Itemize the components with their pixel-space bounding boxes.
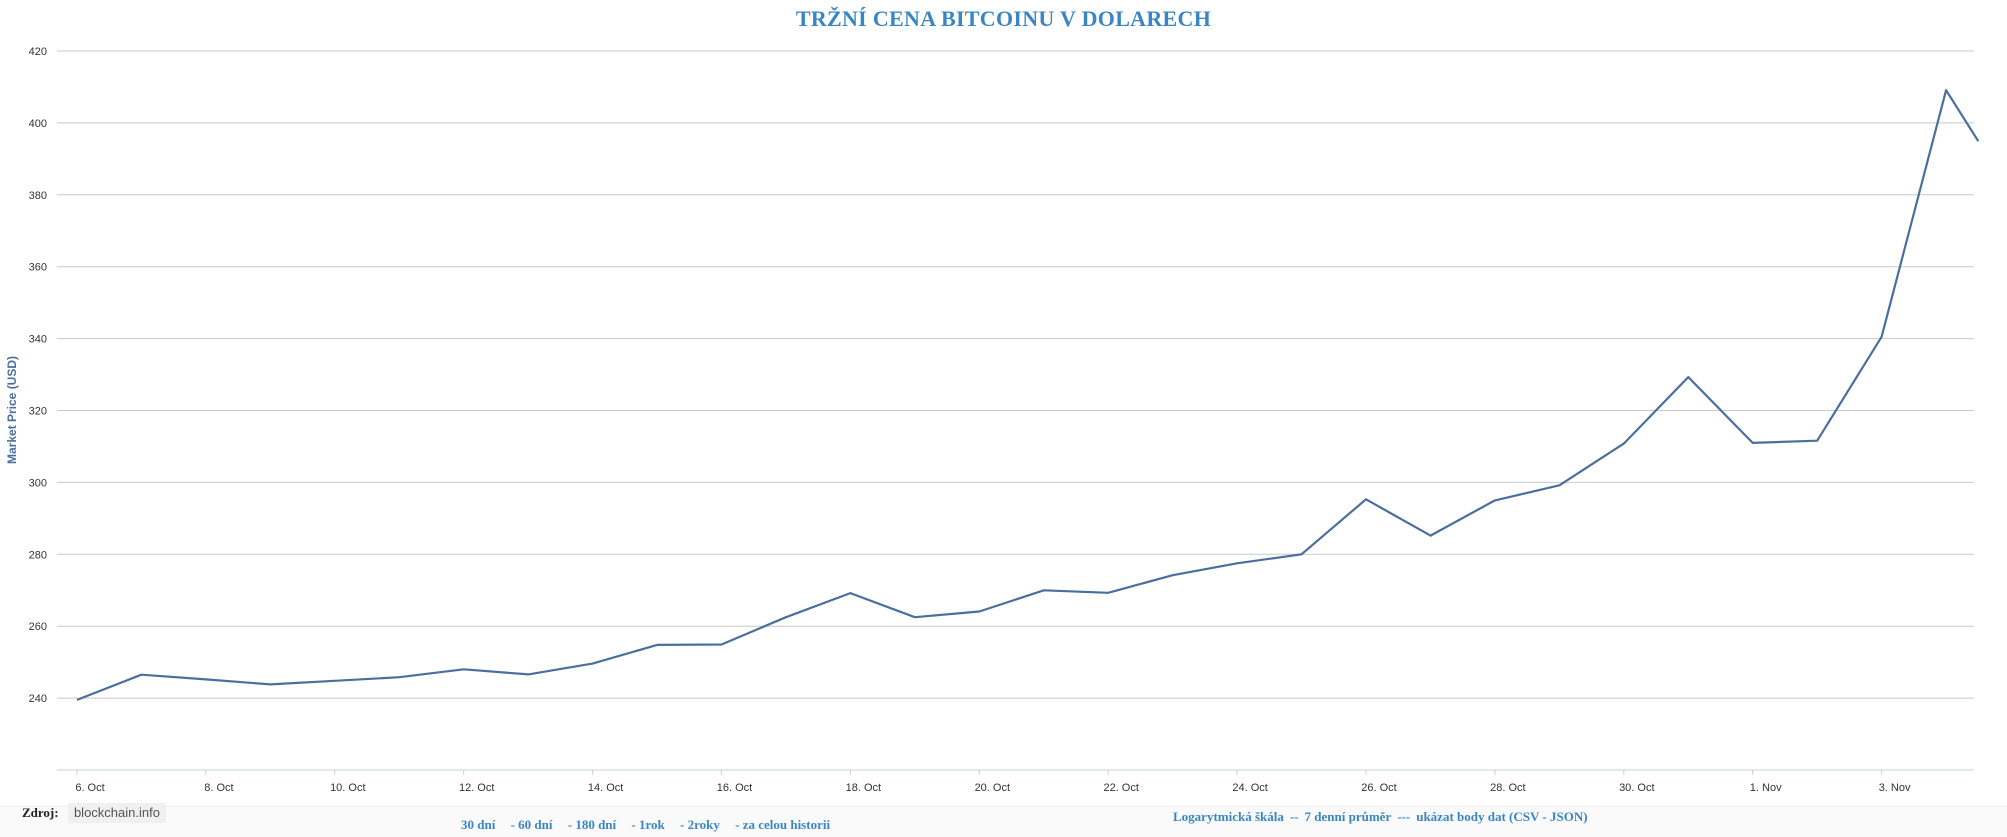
y-axis-label: Market Price (USD): [5, 356, 19, 464]
y-tick-label: 340: [29, 334, 47, 346]
x-tick-label: 28. Oct: [1490, 782, 1525, 794]
x-tick-label: 6. Oct: [75, 782, 104, 794]
x-tick-label: 8. Oct: [204, 782, 233, 794]
x-tick-label: 30. Oct: [1619, 782, 1654, 794]
y-axis: 240 260 280 300 320 340 360 380 400 420: [29, 46, 47, 705]
x-tick-label: 1. Nov: [1750, 782, 1782, 794]
x-tick-label: 16. Oct: [717, 782, 752, 794]
show-data-points-link[interactable]: ukázat body dat (CSV - JSON): [1416, 809, 1588, 824]
x-tick-label: 26. Oct: [1361, 782, 1396, 794]
series-lines: [76, 89, 1980, 701]
x-tick-label: 14. Oct: [588, 782, 623, 794]
seven-day-average-link[interactable]: 7 denní průměr: [1304, 809, 1392, 824]
source-label: Zdroj:: [22, 805, 59, 820]
x-tick-label: 12. Oct: [459, 782, 494, 794]
y-tick-label: 360: [29, 262, 47, 274]
range-30-days-link[interactable]: 30 dní: [461, 817, 496, 832]
log-scale-link[interactable]: Logarytmická škála: [1173, 809, 1284, 824]
line-chart: 240 260 280 300 320 340 360 380 400 420 6. Oct 8. …: [5, 46, 1980, 794]
range-2-years-link[interactable]: - 2roky: [680, 817, 720, 832]
range-1-year-link[interactable]: - 1rok: [631, 817, 665, 832]
source-credit: Zdroj: blockchain.info: [22, 803, 166, 823]
gridlines: [57, 50, 1974, 699]
y-tick-label: 420: [29, 46, 47, 58]
x-tick-label: 20. Oct: [975, 782, 1010, 794]
range-180-days-link[interactable]: - 180 dní: [567, 817, 617, 832]
series-line: [76, 89, 1980, 701]
option-separator: ---: [1397, 809, 1411, 824]
y-tick-label: 260: [29, 621, 47, 633]
y-tick-label: 300: [29, 477, 47, 489]
x-tick-label: 10. Oct: [330, 782, 365, 794]
chart-options-links: Logarytmická škála -- 7 denní průměr --- uká…: [1173, 809, 1594, 825]
x-tick-label: 22. Oct: [1103, 782, 1138, 794]
y-tick-label: 280: [29, 549, 47, 561]
option-separator: --: [1289, 809, 1299, 824]
time-range-links: 30 dní - 60 dní - 180 dní - 1rok - 2roky…: [461, 817, 842, 833]
y-tick-label: 400: [29, 118, 47, 130]
source-value: blockchain.info: [67, 803, 166, 823]
chart-title: TRŽNÍ CENA BITCOINU V DOLARECH: [795, 6, 1212, 31]
range-all-history-link[interactable]: - za celou historii: [735, 817, 831, 832]
x-tick-label: 24. Oct: [1232, 782, 1267, 794]
y-tick-label: 320: [29, 406, 47, 418]
x-tick-label: 3. Nov: [1879, 782, 1911, 794]
y-tick-label: 240: [29, 693, 47, 705]
range-60-days-link[interactable]: - 60 dní: [510, 817, 553, 832]
footer-bar: [0, 806, 2007, 837]
y-tick-label: 380: [29, 190, 47, 202]
x-axis: 6. Oct 8. Oct 10. Oct 12. Oct 14. Oct 16. Oct…: [57, 769, 1974, 794]
x-tick-label: 18. Oct: [846, 782, 881, 794]
